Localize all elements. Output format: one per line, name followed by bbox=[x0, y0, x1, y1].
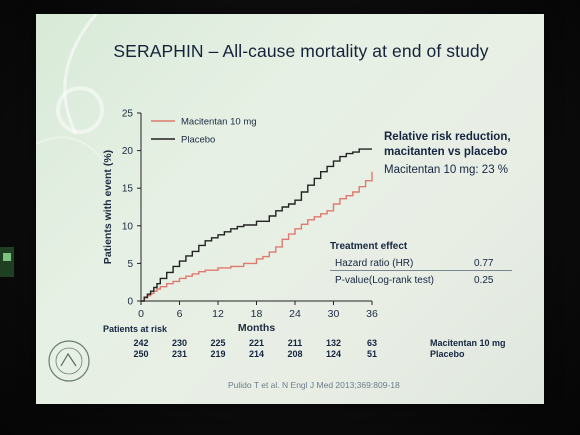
at-risk-cell: 221 bbox=[248, 338, 265, 348]
at-risk-cell: 63 bbox=[366, 338, 377, 348]
x-tick-label: 0 bbox=[138, 308, 144, 320]
screen-edge-indicator bbox=[0, 247, 14, 277]
at-risk-cell: 211 bbox=[287, 338, 303, 348]
at-risk-cell: 250 bbox=[133, 349, 149, 359]
chart-axes: 0 6 12 18 24 30 36 0 5 10 15 20 25 Months Patients wit… bbox=[102, 109, 378, 335]
society-seal-logo bbox=[48, 340, 90, 382]
rrr-value: Macitentan 10 mg: 23 % bbox=[384, 164, 509, 176]
at-risk-cell: 124 bbox=[325, 349, 342, 359]
y-tick-label: 25 bbox=[122, 109, 134, 120]
hazard-ratio-label: Hazard ratio (HR) bbox=[335, 258, 414, 269]
x-tick-label: 18 bbox=[251, 308, 263, 320]
hazard-ratio-value: 0.77 bbox=[474, 258, 494, 269]
at-risk-row-name-placebo: Placebo bbox=[430, 349, 465, 359]
x-tick-label: 30 bbox=[328, 308, 340, 320]
rrr-subtitle: macitanten vs placebo bbox=[384, 146, 508, 158]
y-tick-label: 20 bbox=[122, 146, 134, 157]
x-tick-label: 36 bbox=[366, 308, 378, 320]
legend-label: Placebo bbox=[181, 135, 215, 146]
at-risk-cell: 208 bbox=[287, 349, 303, 359]
x-tick-label: 12 bbox=[212, 308, 224, 320]
p-value-value: 0.25 bbox=[474, 275, 494, 286]
chart-series-lines bbox=[141, 148, 373, 302]
y-axis-label: Patients with event (%) bbox=[102, 150, 114, 264]
at-risk-cell: 219 bbox=[210, 349, 226, 359]
series-line-macitentan bbox=[141, 171, 373, 302]
chart-legend: Macitentan 10 mg Placebo bbox=[151, 117, 257, 146]
slide-title: SERAPHIN – All-cause mortality at end of… bbox=[113, 41, 489, 61]
citation: Pulido T et al. N Engl J Med 2013;369:80… bbox=[228, 380, 400, 390]
presentation-slide bbox=[36, 14, 544, 404]
x-tick-label: 6 bbox=[177, 308, 183, 320]
legend-label: Macitentan 10 mg bbox=[181, 117, 257, 128]
series-line-placebo bbox=[141, 148, 372, 302]
at-risk-cell: 231 bbox=[171, 349, 188, 359]
at-risk-cell: 214 bbox=[248, 349, 265, 359]
at-risk-cell: 242 bbox=[133, 338, 149, 348]
at-risk-cell: 230 bbox=[171, 338, 188, 348]
decorative-arc-graphic bbox=[36, 14, 107, 165]
treatment-effect-title: Treatment effect bbox=[330, 241, 408, 252]
rrr-title: Relative risk reduction, bbox=[384, 131, 511, 143]
y-tick-label: 5 bbox=[127, 259, 133, 270]
x-axis-label: Months bbox=[238, 322, 275, 334]
at-risk-cell: 132 bbox=[325, 338, 342, 348]
at-risk-row-name-macitentan: Macitentan 10 mg bbox=[430, 338, 506, 348]
y-tick-label: 0 bbox=[127, 297, 133, 308]
y-tick-label: 15 bbox=[122, 184, 134, 195]
x-tick-label: 24 bbox=[289, 308, 301, 320]
y-tick-label: 10 bbox=[122, 221, 134, 232]
treatment-effect-divider bbox=[330, 270, 512, 271]
p-value-label: P-value(Log-rank test) bbox=[335, 275, 434, 286]
at-risk-cell: 225 bbox=[210, 338, 226, 348]
at-risk-cell: 51 bbox=[366, 349, 377, 359]
at-risk-label: Patients at risk bbox=[103, 324, 168, 334]
